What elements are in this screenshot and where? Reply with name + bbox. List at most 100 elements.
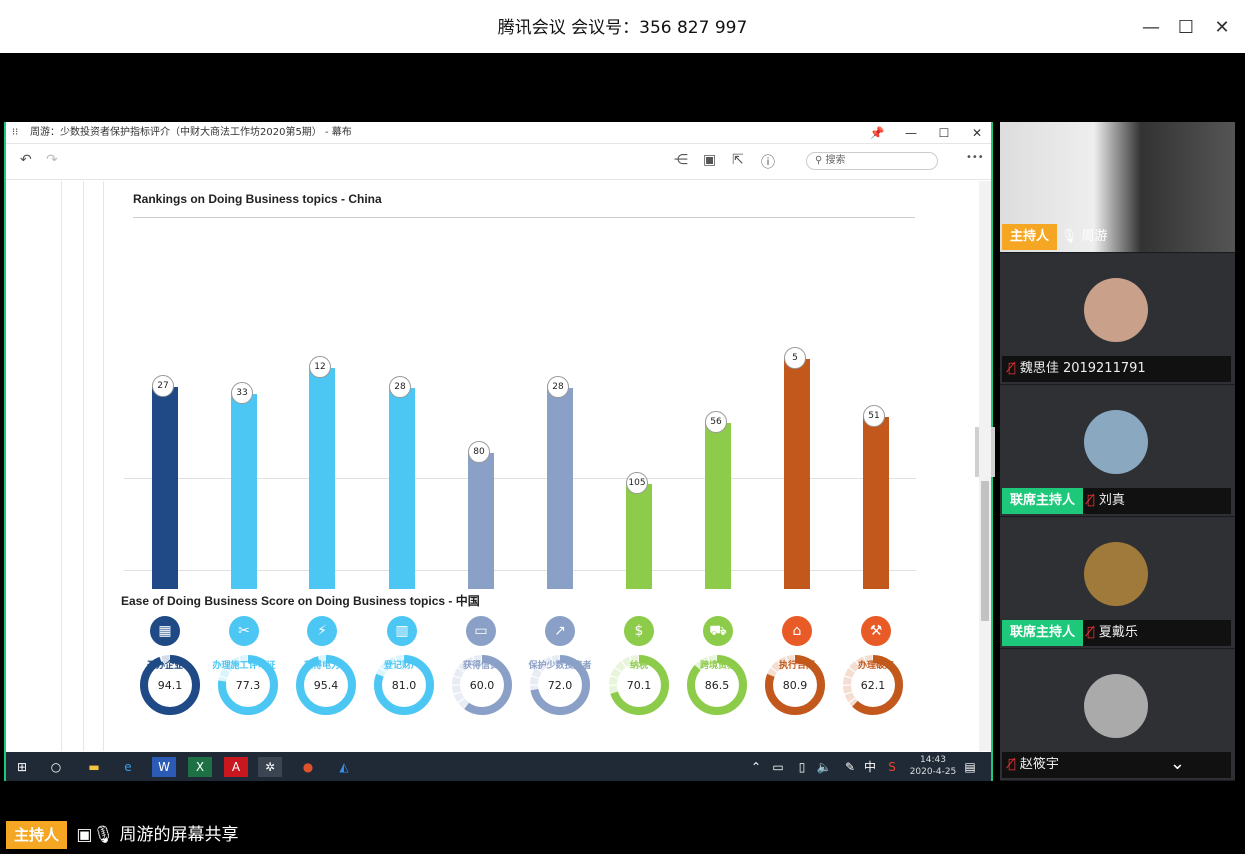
app-minimize-button[interactable]: —: [905, 126, 917, 140]
donut-label: 77.3: [236, 679, 261, 692]
powerpoint-icon[interactable]: ●: [302, 760, 314, 774]
presentation-icon[interactable]: ▣: [703, 152, 717, 168]
donut-label: 70.1: [627, 679, 652, 692]
building-icon: ▦: [150, 616, 180, 646]
ranking-label: 105: [626, 472, 648, 495]
volume-icon[interactable]: 🔈: [816, 760, 832, 774]
donut-arc: [296, 655, 356, 715]
app-close-button[interactable]: ✕: [971, 126, 983, 140]
shared-screen: ⁝⁝ 周游：少数投资者保护指标评介（中财大商法工作坊2020第5期） - 幕布 …: [4, 122, 995, 781]
ranking-label: 12: [309, 356, 331, 378]
time: 14:43: [920, 755, 946, 765]
tray-up-icon[interactable]: ⌃: [750, 760, 762, 774]
category-label: 开办企业: [146, 661, 183, 671]
participant-tile[interactable]: 🎙̸ 魏思佳 2019211791: [1000, 254, 1235, 385]
city-icon: ▥: [387, 616, 417, 646]
score-donut-chart: 94.1 77.3 95.4 81.0 60.0 72.0 70.1 86.5 80.9 62.1: [140, 655, 903, 715]
host-badge: 主持人: [6, 821, 68, 849]
donut-arc: [843, 655, 903, 715]
minimize-button[interactable]: —: [1142, 17, 1160, 38]
search-input[interactable]: ⚲ 搜索: [806, 152, 938, 170]
donut-label: 94.1: [158, 679, 183, 692]
pen-icon[interactable]: ✎: [844, 760, 856, 774]
donut-label: 95.4: [314, 679, 339, 692]
category-label: 获得信贷: [462, 661, 499, 671]
donut-label: 86.5: [705, 679, 730, 692]
ime-indicator[interactable]: 中: [863, 760, 876, 774]
ranking-label: 5: [784, 347, 806, 370]
ranking-label: 28: [389, 376, 411, 398]
category-label: 跨境贸易: [699, 661, 736, 671]
mubu-icon[interactable]: ✲: [258, 757, 282, 777]
donut-label: 62.1: [861, 679, 886, 692]
undo-button[interactable]: ↶: [20, 152, 32, 168]
ranking-bar: [468, 453, 494, 589]
word-icon[interactable]: W: [152, 757, 176, 777]
avatar: [1084, 542, 1148, 606]
participant-tile[interactable]: 主持人 🎙 周游: [1000, 122, 1235, 253]
role-badge: 联席主持人: [1002, 620, 1084, 646]
cortana-icon[interactable]: ○: [50, 760, 62, 774]
app-toolbar: ↶ ↷ ⋲ ▣ ⇱ ⓘ ⚲ 搜索 •••: [6, 144, 991, 180]
file-explorer-icon[interactable]: ▬: [88, 760, 100, 774]
money-icon: $: [624, 616, 654, 646]
donut-label: 80.9: [783, 679, 808, 692]
tencent-meeting-icon[interactable]: ◭: [339, 760, 349, 774]
edge-icon[interactable]: e: [124, 760, 132, 774]
share-export-icon[interactable]: ⇱: [732, 152, 744, 168]
category-label: 登记财产: [383, 661, 420, 671]
ranking-label: 28: [547, 376, 569, 398]
category-label: 纳税: [629, 661, 648, 671]
role-badge: 联席主持人: [1002, 488, 1084, 514]
donut-arc: [765, 655, 825, 715]
participant-tile[interactable]: 联席主持人 🎙̸ 夏戴乐: [1000, 518, 1235, 649]
mic-muted-icon: 🎙̸: [1008, 361, 1016, 376]
excel-icon[interactable]: X: [188, 757, 212, 777]
redo-button[interactable]: ↷: [46, 152, 58, 168]
mic-muted-icon: 🎙̸: [1008, 757, 1016, 772]
meeting-title-bar: 腾讯会议 会议号：356 827 997 — ☐ ✕: [0, 0, 1245, 53]
category-label: 执行合同: [778, 661, 815, 671]
battery-icon[interactable]: ▯: [798, 760, 806, 774]
notification-icon[interactable]: ▤: [964, 760, 976, 774]
lightning-icon: ⚡: [307, 616, 337, 646]
donut-arc: [530, 655, 590, 715]
mic-icon: 🎙: [1061, 229, 1078, 244]
avatar: [1084, 410, 1148, 474]
acrobat-icon[interactable]: A: [224, 757, 248, 777]
help-icon[interactable]: ⓘ: [761, 155, 775, 171]
ranking-label: 27: [152, 374, 174, 397]
gavel-icon: ⚒: [861, 616, 891, 646]
ranking-label: 80: [468, 441, 490, 463]
app-maximize-button[interactable]: ☐: [938, 126, 950, 140]
mic-muted-icon: 🎙̸: [1087, 493, 1095, 508]
participant-name-bar: 🎙̸ 赵筱宇: [1002, 752, 1231, 778]
category-label: 办理施工许可证: [212, 661, 276, 671]
category-label: 获得电力: [303, 661, 340, 671]
clock[interactable]: 14:43 2020-4-25: [908, 754, 958, 778]
ranking-label: 56: [705, 411, 727, 433]
ranking-label: 33: [231, 382, 253, 405]
ranking-bar: [309, 368, 335, 589]
more-button[interactable]: •••: [966, 152, 984, 163]
meeting-title: 腾讯会议 会议号：356 827 997: [497, 18, 748, 38]
date: 2020-4-25: [909, 767, 957, 777]
chevron-down-icon[interactable]: ⌄: [1169, 753, 1185, 774]
scrollbar[interactable]: [979, 181, 991, 751]
participant-tile[interactable]: 联席主持人 🎙̸ 刘真: [1000, 386, 1235, 517]
mindmap-icon[interactable]: ⋲: [674, 152, 688, 168]
close-button[interactable]: ✕: [1214, 17, 1230, 38]
ranking-label: 51: [863, 404, 885, 427]
app-title: 周游：少数投资者保护指标评介（中财大商法工作坊2020第5期） - 幕布: [30, 127, 352, 138]
participants-panel: 主持人 🎙 周游 🎙̸ 魏思佳 2019211791 联席主持人 🎙̸ 刘真联席主持人 🎙̸ 夏戴…: [1000, 122, 1235, 781]
sogou-icon[interactable]: S: [888, 760, 896, 774]
start-icon[interactable]: ⊞: [16, 760, 28, 774]
donut-arc: [452, 655, 512, 715]
ranking-bar: [389, 388, 415, 589]
network-icon[interactable]: ▭: [772, 760, 784, 774]
participant-tile[interactable]: 🎙̸ 赵筱宇 ⌄: [1000, 650, 1235, 781]
participant-name-bar: 联席主持人 🎙̸ 夏戴乐: [1002, 620, 1231, 646]
pin-button[interactable]: 📌: [869, 126, 885, 140]
participant-name: 周游: [1081, 229, 1108, 244]
maximize-button[interactable]: ☐: [1177, 17, 1195, 38]
